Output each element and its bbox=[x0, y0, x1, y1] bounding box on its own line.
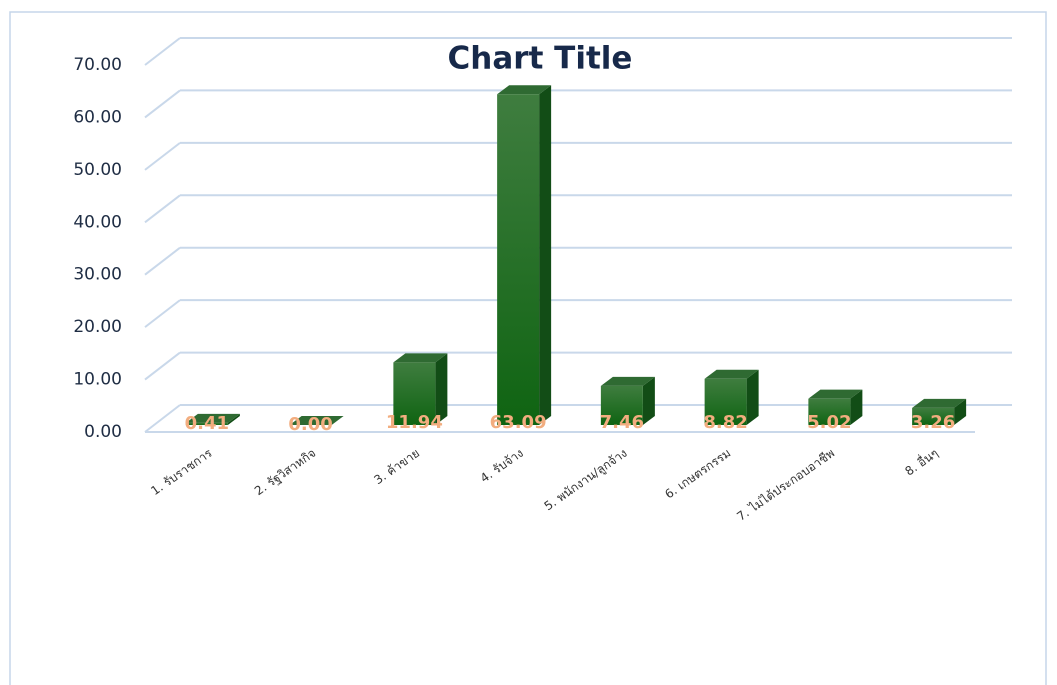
bar-side bbox=[954, 398, 967, 425]
x-tick-label: 3. ค้าขาย bbox=[371, 446, 422, 487]
x-tick-label: 5. พนักงาน/ลูกจ้าง bbox=[542, 446, 631, 514]
bar-side bbox=[746, 369, 759, 425]
y-tick-label: 30.00 bbox=[73, 265, 122, 285]
grid-line bbox=[144, 89, 181, 119]
grid-line bbox=[144, 37, 181, 66]
bar bbox=[600, 385, 643, 425]
y-tick-label: 60.00 bbox=[73, 107, 122, 127]
bar-top bbox=[393, 353, 448, 363]
y-tick-label: 40.00 bbox=[73, 212, 122, 232]
bar bbox=[808, 398, 851, 425]
bar-top bbox=[497, 85, 552, 95]
data-label: 3.26 bbox=[911, 412, 955, 433]
grid-line bbox=[144, 246, 181, 276]
bar bbox=[912, 407, 955, 425]
y-tick-label: 50.00 bbox=[73, 160, 122, 180]
y-tick-label: 0.00 bbox=[84, 422, 122, 442]
bar bbox=[185, 422, 228, 425]
bar-top bbox=[808, 389, 863, 399]
data-label: 8.82 bbox=[703, 412, 747, 433]
bar-top bbox=[912, 398, 967, 408]
bar bbox=[393, 362, 436, 425]
bar-top bbox=[289, 416, 344, 425]
grid-line bbox=[144, 299, 181, 328]
y-tick-label: 10.00 bbox=[73, 370, 122, 390]
bar bbox=[497, 94, 540, 425]
grid-line bbox=[144, 194, 181, 224]
bar-side bbox=[539, 85, 552, 425]
x-tick-label: 6. เกษตรกรรม bbox=[662, 446, 733, 502]
bar-side bbox=[850, 389, 863, 425]
x-tick-label: 8. อื่นๆ bbox=[901, 444, 941, 478]
grid-line bbox=[144, 142, 181, 171]
chart-frame bbox=[9, 11, 1047, 685]
x-tick-label: 7. ไม่ได้ประกอบอาชีพ bbox=[734, 446, 837, 524]
bar-side bbox=[227, 413, 240, 425]
grid-line bbox=[144, 351, 181, 381]
bar-top bbox=[600, 376, 655, 386]
data-label: 7.46 bbox=[600, 412, 644, 433]
x-tick-label: 2. รัฐวิสาหกิจ bbox=[252, 446, 318, 498]
y-tick-label: 20.00 bbox=[73, 317, 122, 337]
x-tick-label: 1. รับราชการ bbox=[148, 446, 215, 499]
data-label: 5.02 bbox=[807, 412, 851, 433]
bar bbox=[704, 378, 747, 425]
grid-line bbox=[144, 404, 181, 433]
data-label: 0.00 bbox=[288, 414, 332, 435]
bar-top bbox=[185, 413, 240, 423]
data-label: 0.41 bbox=[185, 413, 229, 434]
bar-side bbox=[435, 353, 448, 425]
x-tick-label: 4. รับจ้าง bbox=[478, 446, 526, 486]
bar-side bbox=[642, 376, 655, 425]
data-label: 63.09 bbox=[490, 412, 547, 433]
bar-top bbox=[704, 369, 759, 379]
data-label: 11.94 bbox=[386, 412, 443, 433]
chart-title: Chart Title bbox=[448, 41, 633, 77]
y-tick-label: 70.00 bbox=[73, 55, 122, 75]
